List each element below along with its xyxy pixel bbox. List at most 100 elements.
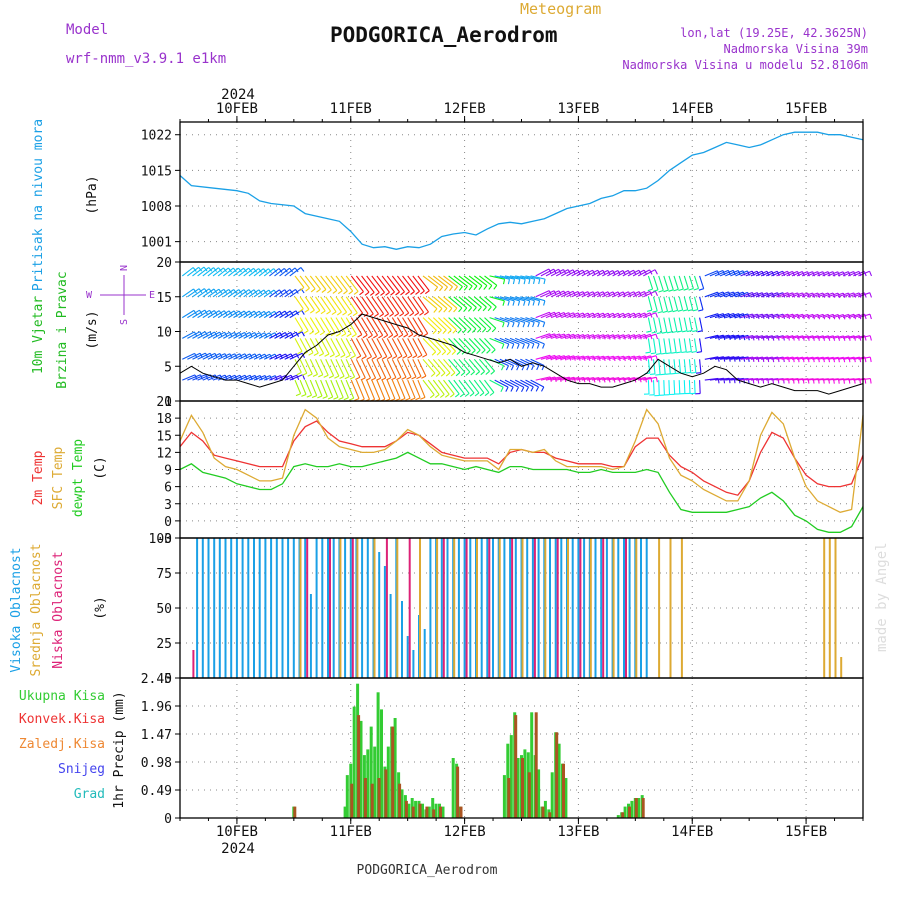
bar-precip-1 bbox=[641, 798, 645, 818]
wind-barb bbox=[693, 380, 696, 394]
wind-barb-flag bbox=[639, 334, 642, 340]
bar-clouds-1 bbox=[498, 538, 501, 678]
pressure-unit: (hPa) bbox=[85, 175, 100, 214]
wind-barb bbox=[745, 335, 758, 339]
wind-barb-flag bbox=[344, 376, 350, 380]
year-top-label: 2024 bbox=[221, 87, 255, 103]
bar-clouds-2 bbox=[306, 538, 309, 678]
wind-barb bbox=[760, 292, 773, 298]
wind-barb-flag bbox=[432, 329, 437, 335]
wind-barb bbox=[571, 312, 584, 319]
wind-barb-flag bbox=[360, 377, 366, 381]
wind-barb-flag bbox=[413, 333, 419, 338]
wind-barb bbox=[617, 377, 630, 381]
wind-barb-flag bbox=[446, 351, 451, 356]
wind-barb bbox=[581, 355, 594, 360]
bar-clouds-0 bbox=[617, 538, 620, 678]
wind-barb bbox=[597, 334, 609, 339]
wind-barb bbox=[663, 317, 668, 333]
wind-barb-flag bbox=[351, 333, 357, 338]
wind-barb bbox=[591, 334, 604, 339]
wind-barb-flag bbox=[439, 393, 445, 398]
wind-barb bbox=[817, 378, 829, 381]
wind-barb bbox=[412, 359, 422, 377]
wind-barb bbox=[858, 356, 871, 360]
wind-barb-flag bbox=[306, 394, 312, 398]
bar-precip-0 bbox=[380, 709, 383, 818]
wind-barb bbox=[520, 296, 535, 302]
wind-barb bbox=[309, 296, 321, 311]
wind-barb-flag bbox=[510, 386, 514, 392]
wind-barb-flag bbox=[415, 290, 420, 295]
wind-barb-flag bbox=[771, 292, 775, 298]
wind-barb bbox=[817, 271, 829, 277]
wind-barb-flag bbox=[317, 395, 323, 399]
wind-barb bbox=[781, 292, 793, 298]
bar-precip-0 bbox=[623, 806, 627, 818]
wind-barb-flag bbox=[346, 333, 352, 337]
wind-barb bbox=[817, 356, 829, 360]
bar-clouds-0 bbox=[201, 538, 204, 678]
wind-barb bbox=[228, 353, 241, 360]
wind-barb bbox=[545, 354, 560, 360]
wind-barb bbox=[786, 292, 798, 298]
wind-barb bbox=[228, 331, 240, 339]
wind-barb bbox=[535, 268, 550, 277]
bar-clouds-1 bbox=[840, 657, 843, 678]
wind-barb bbox=[304, 359, 313, 375]
wind-barb bbox=[730, 291, 744, 298]
wind-barb-flag bbox=[686, 351, 692, 353]
wind-barb bbox=[776, 313, 789, 319]
wind-barb-flag bbox=[549, 333, 552, 339]
wind-barb bbox=[438, 296, 453, 309]
bar-clouds-0 bbox=[292, 538, 295, 678]
wind-barb bbox=[432, 296, 448, 309]
wind-barb bbox=[330, 379, 339, 398]
wind-barb-flag bbox=[460, 371, 466, 377]
wind-barb-flag bbox=[531, 365, 535, 371]
wind-barb bbox=[269, 289, 280, 298]
wind-barb bbox=[607, 334, 619, 339]
wind-barb-flag bbox=[612, 334, 616, 340]
wind-barb-flag bbox=[369, 291, 375, 296]
wind-barb bbox=[678, 338, 682, 353]
wind-barb bbox=[187, 374, 201, 381]
wind-barb bbox=[325, 275, 338, 291]
wind-barb bbox=[556, 333, 570, 339]
wind-barb-flag bbox=[444, 286, 448, 292]
wind-barb-flag bbox=[607, 334, 611, 340]
wind-barb-flag bbox=[447, 329, 452, 334]
wind-barb bbox=[217, 310, 230, 319]
wind-barb bbox=[704, 291, 718, 298]
wind-barb-flag bbox=[536, 365, 540, 371]
wind-barb bbox=[437, 338, 452, 352]
bar-clouds-0 bbox=[645, 538, 648, 678]
bar-precip-0 bbox=[373, 746, 377, 818]
wind-barb-flag bbox=[243, 267, 248, 273]
wind-barb bbox=[596, 312, 609, 319]
wind-barb bbox=[371, 317, 384, 336]
wind-barb bbox=[832, 356, 844, 360]
wind-barb bbox=[520, 358, 534, 366]
wind-barb bbox=[366, 317, 379, 336]
wind-barb bbox=[637, 290, 651, 298]
bar-precip-1 bbox=[384, 769, 388, 818]
wind-barb bbox=[530, 296, 546, 302]
bar-precip-1 bbox=[363, 778, 367, 818]
wind-barb bbox=[504, 379, 519, 388]
x-tick-label-bottom: 11FEB bbox=[330, 824, 372, 840]
wind-direction-legend: N W E S bbox=[86, 265, 155, 325]
wind-barb-flag bbox=[660, 373, 666, 376]
wind-barb bbox=[837, 335, 850, 339]
wind-barb-flag bbox=[472, 307, 477, 312]
wind-barb bbox=[376, 359, 387, 379]
wind-barb-flag bbox=[458, 307, 463, 313]
bar-clouds-1 bbox=[373, 538, 376, 678]
wind-barb bbox=[607, 291, 619, 298]
y-tick-label-1: 15 bbox=[156, 291, 172, 306]
wind-barb bbox=[432, 317, 447, 331]
wind-barb bbox=[771, 270, 783, 277]
wind-barb bbox=[602, 377, 614, 381]
wind-barb-flag bbox=[203, 266, 208, 272]
wind-barb bbox=[223, 353, 236, 360]
